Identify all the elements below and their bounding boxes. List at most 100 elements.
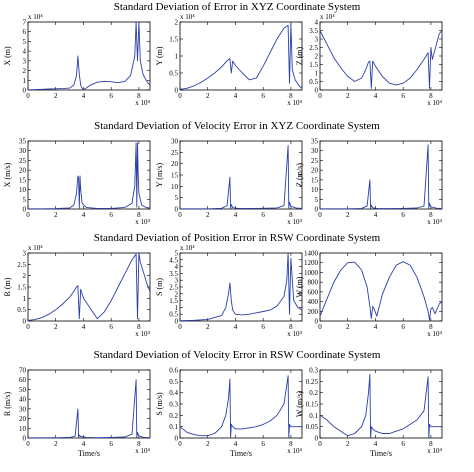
axes-box [179, 140, 303, 210]
y-tick-label: 0.3 [169, 401, 178, 409]
y-axis-label: S (m/s) [155, 392, 164, 416]
y-tick-label: 10 [311, 186, 319, 194]
x-tick-label: 0 [178, 92, 182, 100]
series-line [27, 21, 151, 91]
y-tick-label: 0.2 [309, 389, 318, 397]
x-tick-label: 6 [261, 211, 265, 219]
x-tick-label: 8 [429, 440, 433, 448]
y-tick-label: 0 [175, 87, 179, 95]
y-tick-label: 5 [175, 250, 179, 258]
y-tick-label: 0 [23, 435, 27, 443]
y-tick-label: 20 [171, 160, 179, 168]
x-tick-label: 6 [109, 92, 113, 100]
x-tick-label: 4 [82, 211, 86, 219]
axes-box [27, 369, 151, 439]
y-tick-label: 5 [23, 196, 27, 204]
y-tick-label: 1400 [304, 250, 319, 258]
y-tick-label: 20 [311, 167, 319, 175]
y-tick-label: 25 [19, 157, 27, 165]
x-tick-label: 0 [178, 323, 182, 331]
y-tick-label: 4 [315, 19, 319, 27]
x-tick-label: 6 [401, 440, 405, 448]
x-exponent-label: x 10⁴ [287, 447, 302, 455]
y-tick-label: 1.5 [169, 36, 178, 44]
x-axis-label: Time/s [230, 449, 252, 458]
x-tick-label: 0 [318, 211, 322, 219]
axes-box [27, 252, 151, 322]
panel-3-2: 0 0.05 0.1 0.15 0.2 0.25 0.3 0 2 4 6 8x 10⁴ W (m/s) T… [295, 367, 443, 459]
y-axis-label: R (m) [3, 277, 12, 296]
y-tick-label: 30 [311, 147, 319, 155]
y-tick-label: 600 [308, 288, 319, 296]
y-exponent-label: x 10⁴ [320, 13, 335, 21]
x-tick-label: 0 [26, 323, 30, 331]
x-tick-label: 8 [429, 211, 433, 219]
y-tick-label: 2 [175, 290, 179, 298]
y-tick-label: 5 [23, 38, 27, 46]
y-axis-label: X (m/s) [3, 162, 12, 187]
row-title: Standard Deviation of Error in XYZ Coord… [114, 1, 361, 13]
x-exponent-label: x 10⁴ [427, 99, 442, 107]
y-tick-label: 6 [23, 28, 27, 36]
y-tick-label: 35 [19, 138, 27, 146]
axes-box [179, 252, 303, 322]
y-tick-label: 1200 [304, 259, 319, 267]
x-tick-label: 6 [401, 92, 405, 100]
series-line [320, 144, 443, 210]
y-axis-label: Y (m) [155, 46, 164, 65]
y-tick-label: 0.2 [169, 412, 178, 420]
y-tick-label: 2 [315, 53, 319, 61]
y-tick-label: 1 [175, 53, 179, 61]
y-tick-label: 0.1 [169, 423, 178, 431]
series-line [179, 252, 303, 322]
y-tick-label: 2.5 [17, 261, 26, 269]
y-tick-label: 50 [19, 386, 27, 394]
axes-box [179, 369, 303, 439]
y-tick-label: 0 [315, 206, 319, 214]
y-axis-label: W (m) [295, 276, 304, 297]
x-exponent-label: x 10⁴ [427, 447, 442, 455]
x-tick-label: 2 [54, 440, 58, 448]
x-tick-label: 2 [54, 323, 58, 331]
x-tick-label: 8 [289, 323, 293, 331]
x-tick-label: 0 [318, 323, 322, 331]
axes-box [319, 21, 443, 91]
y-tick-label: 0 [315, 87, 319, 95]
y-tick-label: 25 [171, 149, 179, 157]
y-axis-label: S (m) [155, 278, 164, 296]
y-tick-label: 3 [23, 250, 27, 258]
y-tick-label: 15 [171, 172, 179, 180]
series-line [28, 142, 151, 210]
x-tick-label: 8 [137, 92, 141, 100]
x-tick-label: 8 [137, 323, 141, 331]
x-tick-label: 0 [178, 211, 182, 219]
x-tick-label: 4 [82, 92, 86, 100]
panel-1-1: 0 5 10 15 20 25 30 0 2 4 6 8x 10⁴ Y (m/s) [155, 138, 303, 227]
y-tick-label: 10 [19, 186, 27, 194]
row-title: Standard Deviation of Velocity Error in … [94, 349, 381, 361]
x-exponent-label: x 10⁴ [427, 218, 442, 226]
y-tick-label: 0 [315, 435, 319, 443]
y-tick-label: 70 [19, 367, 27, 375]
y-axis-label: X (m) [3, 46, 12, 66]
y-tick-label: 1.5 [169, 297, 178, 305]
y-axis-label: R (m/s) [3, 392, 12, 417]
x-tick-label: 2 [206, 92, 210, 100]
x-tick-label: 0 [318, 440, 322, 448]
x-tick-label: 0 [26, 92, 30, 100]
y-tick-label: 0.4 [169, 389, 178, 397]
x-exponent-label: x 10⁴ [135, 330, 150, 338]
y-axis-label: Z (m) [295, 46, 304, 65]
x-axis-label: Time/s [370, 449, 392, 458]
series-line [319, 374, 442, 439]
series-line [179, 375, 302, 439]
y-exponent-label: x 10⁴ [180, 13, 195, 21]
y-tick-label: 2 [175, 19, 179, 27]
y-tick-label: 0.05 [306, 423, 319, 431]
y-tick-label: 1 [23, 77, 27, 85]
y-tick-label: 0.6 [169, 367, 178, 375]
x-exponent-label: x 10⁴ [287, 218, 302, 226]
